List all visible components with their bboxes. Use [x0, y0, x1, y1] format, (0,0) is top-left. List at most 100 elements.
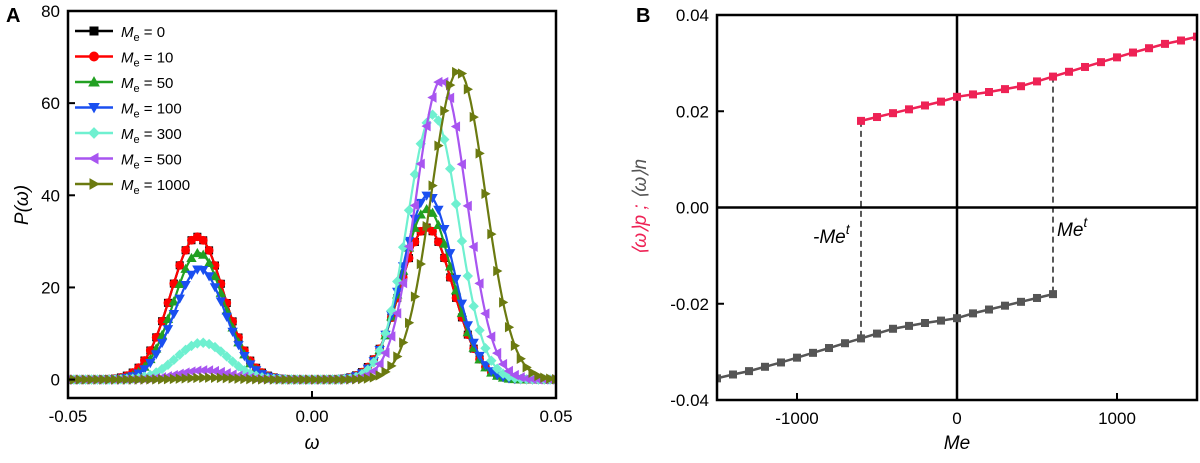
chart-b-point — [777, 358, 785, 367]
chart-a-point — [516, 353, 526, 364]
chart-a-series — [68, 109, 556, 385]
chart-a-series — [68, 203, 556, 384]
chart-a-point — [386, 331, 396, 342]
chart-a-legend-item: Me = 10 — [75, 50, 173, 70]
neg-threshold-sup: t — [846, 221, 851, 237]
chart-a-xlabel: ω — [305, 433, 320, 454]
chart-b-point — [905, 321, 913, 330]
chart-a-point — [81, 374, 91, 385]
chart-a-point — [175, 260, 185, 270]
pos-threshold-main: Me — [1057, 220, 1083, 241]
chart-b-ylabel-p: ⟨ω⟩p ; — [630, 199, 651, 255]
chart-a-point — [440, 105, 450, 116]
chart-b-point — [1001, 301, 1009, 310]
chart-a-point — [209, 283, 221, 293]
chart-a-legend-label: Me = 100 — [121, 101, 182, 121]
chart-a-point — [145, 359, 156, 369]
chart-a-point — [140, 374, 150, 385]
chart-a-point — [409, 169, 421, 180]
chart-a-point — [387, 360, 397, 372]
chart-a-point — [186, 252, 197, 263]
chart-a-point — [216, 372, 227, 384]
chart-a-point — [399, 337, 409, 348]
chart-a-point — [215, 297, 227, 307]
chart-a-point — [158, 374, 168, 385]
chart-a-point — [334, 374, 344, 385]
chart-b-point — [985, 88, 993, 96]
chart-a-point — [209, 271, 221, 281]
chart-a-ytick-label: 40 — [41, 186, 60, 205]
chart-a-point — [493, 265, 503, 277]
chart-a-point — [410, 291, 421, 302]
chart-b-point — [1017, 82, 1025, 91]
chart-a-point — [462, 200, 472, 212]
chart-a-legend-label: Me = 500 — [121, 152, 182, 172]
chart-b-point — [1193, 32, 1197, 41]
chart-a-point — [415, 158, 425, 170]
chart-a-xtick-label: 0.05 — [539, 407, 572, 426]
chart-a-point — [204, 245, 214, 255]
chart-b-point — [873, 329, 881, 338]
chart-a-point — [416, 258, 426, 270]
chart-a-series — [68, 223, 556, 384]
chart-a-point — [393, 351, 403, 362]
chart-a-point — [156, 338, 168, 349]
chart-b-point — [857, 334, 865, 343]
chart-a-point — [192, 247, 203, 258]
chart-a-legend-label: Me = 50 — [121, 75, 173, 95]
chart-a-point — [515, 372, 525, 383]
chart-a-point — [405, 317, 415, 328]
chart-a-point — [504, 322, 515, 333]
chart-b-point — [985, 305, 993, 314]
chart-a-point — [397, 241, 409, 253]
chart-a-point — [287, 374, 297, 385]
chart-a-ytick-label: 60 — [41, 94, 60, 113]
chart-a-point — [209, 365, 219, 377]
chart-a-point — [481, 188, 491, 199]
chart-a-point — [168, 296, 180, 306]
chart-a-point — [439, 225, 450, 235]
chart-a-point — [480, 361, 491, 371]
chart-b-point — [937, 316, 945, 325]
chart-a-point — [444, 92, 455, 103]
chart-a-point — [275, 374, 285, 385]
chart-a-point — [205, 372, 215, 383]
chart-b-ytick-label: 0.04 — [676, 6, 709, 25]
chart-a-point — [468, 301, 479, 312]
chart-b-ylabel-n: ⟨ω⟩n — [630, 159, 651, 199]
chart-a-point — [450, 121, 461, 132]
chart-a-point — [444, 163, 456, 174]
chart-b-pos-threshold-label: Met — [1057, 214, 1088, 241]
chart-b-point — [1065, 67, 1073, 76]
chart-a-point — [522, 362, 532, 373]
chart-a-point — [492, 363, 503, 374]
chart-a-point — [245, 360, 256, 370]
chart-a-point — [468, 338, 479, 348]
chart-a-point — [181, 373, 191, 384]
chart-b-point — [1161, 39, 1169, 48]
chart-a-point — [497, 358, 508, 370]
chart-b-xlabel: Me — [944, 433, 970, 454]
chart-a-point — [428, 180, 438, 191]
legend-marker — [88, 127, 100, 139]
chart-a-point — [475, 148, 485, 159]
chart-a-point — [239, 352, 250, 362]
chart-a-point — [427, 109, 438, 120]
legend-marker — [89, 178, 100, 190]
chart-a-point — [222, 372, 232, 384]
chart-a-point — [474, 351, 485, 362]
chart-b-point — [1081, 62, 1089, 71]
chart-a-point — [203, 365, 214, 376]
chart-b-point — [745, 367, 753, 376]
chart-a-point — [163, 373, 174, 385]
chart-b-point — [1145, 44, 1153, 53]
chart-a-legend-item: Me = 500 — [75, 152, 182, 172]
chart-b-point — [905, 105, 913, 114]
chart-a-point — [180, 280, 191, 291]
chart-a-point — [439, 238, 450, 248]
chart-a-series-group — [68, 66, 556, 385]
chart-b-ylabel: ⟨ω⟩p ; ⟨ω⟩n — [630, 159, 651, 255]
chart-a-point — [186, 366, 196, 377]
chart-a-point — [534, 370, 544, 382]
